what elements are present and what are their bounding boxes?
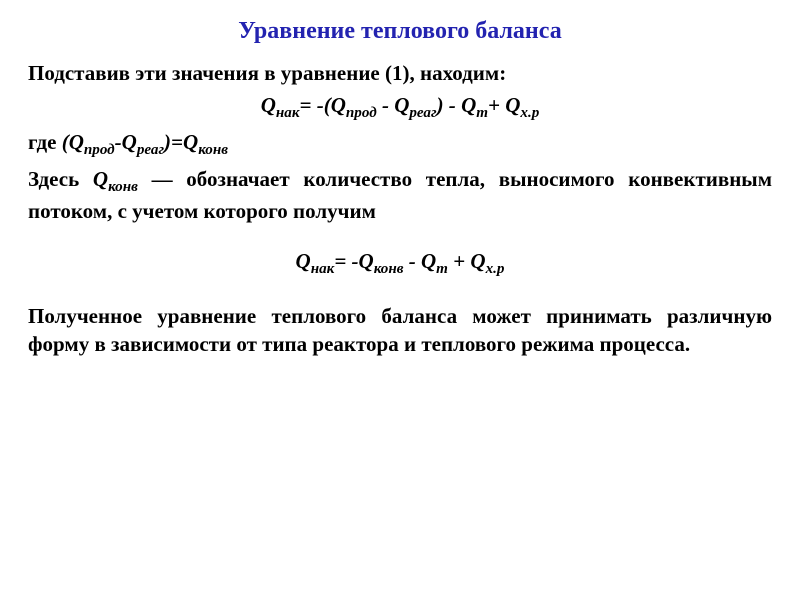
lead-paragraph: Подставив эти значения в уравнение (1), … — [28, 59, 772, 87]
eq2-qkonv-sub: конв — [374, 262, 404, 278]
p3-a: Здесь — [28, 167, 93, 191]
rel-qreag: Q — [122, 130, 137, 154]
eq1-qreag: Q — [394, 93, 409, 117]
eq1-qt: Q — [461, 93, 476, 117]
equation-2: Qнак= -Qконв - Qт + Qх.р — [28, 247, 772, 280]
equation-1: Qнак= -(Qпрод - Qреаг) - Qт+ Qх.р — [28, 91, 772, 124]
rel-qprod-sub: прод — [84, 142, 115, 158]
rel-qkonv: Q — [183, 130, 198, 154]
eq1-lhs-q: Q — [261, 93, 276, 117]
eq1-qprod-sub: прод — [346, 106, 377, 122]
p3-q-sub: конв — [108, 179, 138, 195]
eq2-qxp-sub: х.р — [486, 262, 505, 278]
eq2-qxp: Q — [470, 249, 485, 273]
spacer-2 — [28, 284, 772, 302]
eq1-qprod: Q — [331, 93, 346, 117]
eq1-qreag-sub: реаг — [409, 106, 436, 122]
eq2-qt: Q — [421, 249, 436, 273]
p3-q: Q — [93, 167, 108, 191]
eq1-minus: - — [377, 93, 395, 117]
rel-eq: )= — [164, 130, 183, 154]
eq1-plus: + — [488, 93, 505, 117]
rel-dash: - — [115, 130, 122, 154]
eq2-qt-sub: т — [436, 262, 448, 278]
eq2-qkonv: Q — [359, 249, 374, 273]
eq1-qt-sub: т — [476, 106, 488, 122]
eq2-lhs-q: Q — [296, 249, 311, 273]
where-label: где — [28, 130, 62, 154]
slide-title: Уравнение теплового баланса — [28, 18, 772, 45]
rel-qprod: Q — [69, 130, 84, 154]
rel-open: ( — [62, 130, 69, 154]
conclusion-paragraph: Полученное уравнение теплового баланса м… — [28, 302, 772, 359]
eq2-minus: - — [403, 249, 421, 273]
spacer-1 — [28, 229, 772, 247]
eq1-lhs-sub: нак — [276, 106, 300, 122]
eq2-plus: + — [448, 249, 470, 273]
rel-qkonv-sub: конв — [198, 142, 228, 158]
eq1-eq: = -( — [300, 93, 331, 117]
slide: Уравнение теплового баланса Подставив эт… — [0, 0, 800, 600]
eq1-qxp: Q — [505, 93, 520, 117]
rel-qreag-sub: реаг — [137, 142, 164, 158]
eq2-lhs-sub: нак — [311, 262, 335, 278]
slide-body: Подставив эти значения в уравнение (1), … — [28, 59, 772, 359]
definition-paragraph: Здесь Qконв — обозначает количество тепл… — [28, 165, 772, 226]
eq2-eq: = - — [334, 249, 358, 273]
eq1-qxp-sub: х.р — [520, 106, 539, 122]
where-line: где (Qпрод-Qреаг)=Qконв — [28, 128, 772, 161]
eq1-close: ) - — [437, 93, 462, 117]
p3-b: — обозначает количество тепла, выносимог… — [28, 167, 772, 224]
